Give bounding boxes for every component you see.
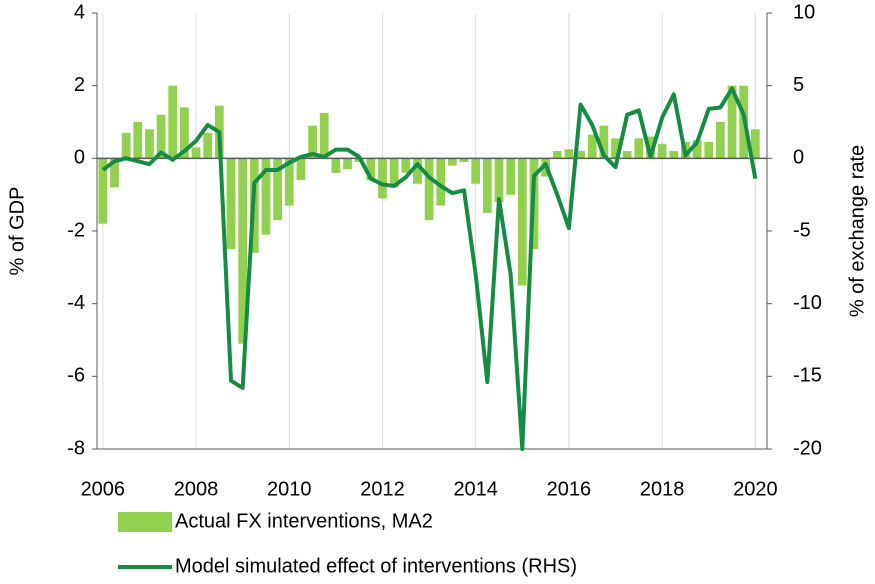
y-tick-label: -4 [67,292,85,314]
bar [378,158,387,199]
bar [238,158,248,344]
x-tick-label: 2014 [453,478,498,500]
bar [308,125,317,159]
bar [203,132,213,159]
bar [261,158,271,235]
y2-tick-label: -20 [793,437,822,459]
bar [389,158,399,188]
bar [343,158,352,170]
bar [564,149,574,159]
y-tick-label: -8 [67,437,85,459]
bar [319,112,329,159]
bar [669,151,679,159]
bar [576,151,585,159]
x-tick-label: 2018 [640,478,685,500]
bar [704,141,714,159]
bar [727,85,737,159]
bar [494,158,504,202]
bar [168,85,178,159]
bar [413,158,422,184]
bar [599,125,609,159]
x-tick-label: 2012 [360,478,405,500]
bar [226,158,236,250]
bar [459,158,469,162]
bar [156,114,166,159]
y2-tick-label: 0 [793,147,804,169]
bar [587,134,597,159]
bar [191,147,201,159]
bar [296,158,306,181]
bar [692,140,702,159]
bar [611,138,620,159]
bar [482,158,492,213]
y2-tick-label: 5 [793,74,804,96]
bar [471,158,481,184]
y2-tick-label: -5 [793,219,811,241]
bar [366,158,376,181]
x-tick-label: 2010 [267,478,312,500]
y-tick-label: -2 [67,219,85,241]
bar [716,122,725,159]
x-tick-label: 2020 [733,478,778,500]
y2-tick-label: 10 [793,1,815,23]
legend-label: Model simulated effect of interventions … [175,555,577,577]
y-axis-title: % of GDP [6,187,28,276]
bar [110,158,119,188]
bar [517,158,527,286]
y-tick-label: 2 [74,74,85,96]
bar [506,158,516,195]
bar [424,158,434,221]
y2-tick-label: -10 [793,292,822,314]
bar [634,138,644,159]
x-tick-label: 2008 [174,478,219,500]
legend-swatch [118,512,172,532]
bar [401,158,411,173]
bar [98,158,108,224]
bar [180,107,189,159]
bar [121,132,131,159]
bar [133,122,143,159]
bar [750,129,760,159]
bar [284,158,294,206]
y2-tick-label: -15 [793,365,822,387]
y2-axis-title: % of exchange rate [846,145,868,317]
line [101,86,758,451]
y-tick-label: -6 [67,365,85,387]
bar [552,151,562,159]
x-tick-label: 2016 [547,478,592,500]
y-tick-label: 4 [74,1,85,23]
bar [646,136,655,159]
bar [448,158,457,166]
x-tick-label: 2006 [81,478,126,500]
y-tick-label: 0 [74,147,85,169]
bar [145,129,154,159]
bar [273,158,282,221]
legend-label: Actual FX interventions, MA2 [175,510,433,532]
bar [331,158,341,173]
bar [657,143,667,159]
bar [622,151,632,159]
bar [436,158,446,206]
